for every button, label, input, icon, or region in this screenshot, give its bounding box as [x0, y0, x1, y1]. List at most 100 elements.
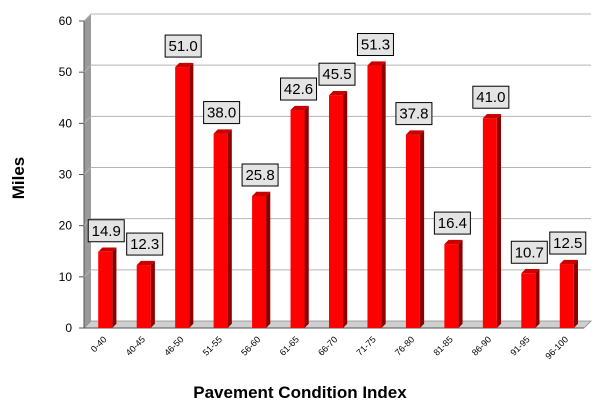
y-tick-label: 0 — [65, 321, 72, 335]
bar-top — [367, 61, 386, 66]
data-label: 12.5 — [549, 231, 587, 255]
gridline-diag — [83, 167, 92, 175]
data-label-box — [203, 101, 241, 125]
x-tick-label: 86-90 — [470, 334, 493, 357]
bar — [444, 239, 463, 328]
data-label-box — [318, 62, 356, 86]
data-label-box — [241, 163, 279, 187]
bar-top — [213, 129, 232, 134]
data-label-text: 51.3 — [361, 37, 390, 54]
bar — [175, 62, 194, 329]
bar-top — [290, 105, 309, 111]
bar-front — [367, 65, 382, 328]
x-axis-title: Pavement Condition Index — [193, 383, 407, 402]
data-label: 42.6 — [280, 77, 318, 101]
data-label-box — [549, 231, 587, 255]
data-label-box — [356, 33, 394, 57]
bar — [367, 61, 386, 328]
data-label: 14.9 — [87, 219, 125, 243]
bar-front — [290, 110, 305, 328]
bar-top — [136, 260, 155, 266]
gridline-diag — [83, 13, 92, 22]
bar-side — [381, 61, 386, 328]
x-tick-label: 56-60 — [239, 334, 262, 357]
bar-front — [405, 134, 420, 328]
data-label-box — [395, 102, 433, 126]
data-label: 12.3 — [126, 232, 164, 256]
bar — [252, 191, 271, 328]
data-label-text: 41.0 — [476, 89, 505, 106]
x-axis-ticks: 0-40 40-45 46-50 51-55 56-60 61-65 66-70 71-75 7… — [89, 334, 570, 361]
bar-front — [213, 133, 228, 328]
bar-top — [559, 259, 578, 265]
x-tick-label: 91-95 — [508, 334, 531, 357]
data-label: 41.0 — [472, 85, 510, 109]
bar-side — [150, 260, 155, 328]
data-label-box — [87, 219, 125, 243]
bar-top — [252, 191, 271, 196]
data-label-box — [164, 34, 202, 58]
bar-side — [343, 90, 348, 328]
data-labels: 14.9 12.3 51.0 38.0 25.8 42.6 45.5 51.3 37.8 16.4… — [87, 33, 587, 264]
data-label-text: 45.5 — [322, 66, 351, 83]
data-label: 38.0 — [203, 101, 241, 125]
y-tick-label: 30 — [59, 168, 73, 182]
y-axis-title: Miles — [9, 157, 28, 200]
data-label-text: 12.3 — [130, 236, 159, 253]
bar-side — [496, 114, 502, 329]
x-tick-label: 71-75 — [355, 334, 378, 357]
x-tick-label: 81-85 — [431, 334, 454, 357]
bar — [405, 130, 425, 328]
bar-side — [535, 269, 540, 328]
data-label-box — [510, 240, 548, 264]
data-label: 10.7 — [510, 240, 548, 264]
bar-side — [112, 247, 117, 328]
data-label-text: 14.9 — [92, 223, 121, 240]
gridline-diag — [83, 64, 92, 73]
bar-side — [227, 129, 232, 328]
bar-top — [98, 247, 117, 252]
x-tick-label: 51-55 — [201, 334, 224, 357]
data-label-box — [472, 85, 510, 109]
bar-front — [329, 95, 343, 328]
bar — [213, 129, 232, 328]
y-tick-label: 50 — [59, 65, 73, 79]
data-label-box — [433, 211, 471, 235]
bar — [329, 90, 348, 328]
bar — [521, 269, 540, 328]
data-label-text: 12.5 — [553, 235, 582, 252]
bar-front — [98, 251, 113, 328]
y-tick-label: 40 — [59, 116, 73, 130]
bar-side — [304, 105, 309, 328]
bar-side — [458, 239, 463, 328]
y-tick-label: 60 — [59, 14, 73, 28]
x-tick-label: 66-70 — [316, 334, 339, 357]
bar — [559, 259, 578, 328]
y-tick-label: 10 — [59, 270, 73, 284]
data-label-box — [126, 232, 164, 256]
bar — [290, 105, 309, 328]
data-label-box — [280, 77, 318, 101]
data-label-text: 16.4 — [438, 215, 467, 232]
bar-front — [521, 273, 536, 328]
gridline-diag — [83, 115, 92, 124]
bar-front — [444, 244, 459, 328]
bar-front — [482, 118, 497, 328]
bar-front — [559, 264, 574, 328]
gridline-diag — [83, 269, 92, 278]
bar-side — [573, 259, 578, 328]
data-label: 51.3 — [356, 33, 394, 57]
bar-side — [189, 62, 194, 328]
bar-front — [252, 195, 267, 328]
data-label-text: 42.6 — [284, 81, 313, 98]
x-tick-label: 0-40 — [89, 334, 109, 354]
bar-side — [419, 130, 425, 328]
bar-front — [136, 265, 151, 328]
x-tick-label: 46-50 — [162, 334, 185, 357]
data-label: 25.8 — [241, 163, 279, 187]
x-tick-label: 76-80 — [393, 334, 416, 357]
y-tick-label: 20 — [59, 219, 73, 233]
data-label: 37.8 — [395, 102, 433, 126]
data-label-text: 38.0 — [207, 105, 236, 122]
